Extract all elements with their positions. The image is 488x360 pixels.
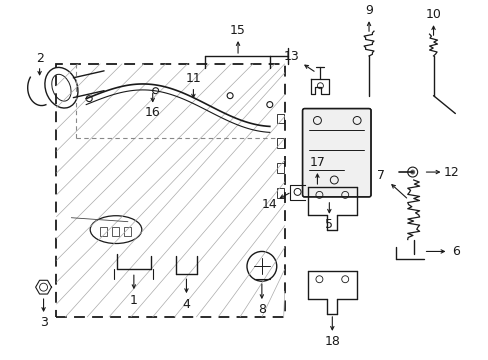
Bar	[276, 163, 283, 173]
Bar	[100, 227, 107, 235]
Text: 18: 18	[324, 335, 340, 348]
Text: 10: 10	[425, 8, 441, 21]
Text: 17: 17	[309, 156, 325, 168]
Text: 7: 7	[376, 168, 384, 181]
Circle shape	[409, 170, 414, 175]
Bar	[276, 188, 283, 198]
FancyBboxPatch shape	[302, 109, 370, 197]
Text: 6: 6	[451, 245, 459, 258]
Bar	[112, 227, 119, 235]
Text: 16: 16	[144, 106, 160, 119]
Text: 3: 3	[40, 316, 47, 329]
Text: 13: 13	[283, 50, 299, 63]
Text: 12: 12	[443, 166, 458, 179]
Text: 5: 5	[325, 218, 333, 231]
Bar	[276, 138, 283, 148]
Text: 9: 9	[365, 4, 372, 17]
Text: 1: 1	[130, 293, 138, 307]
Text: 8: 8	[257, 303, 265, 316]
Text: 14: 14	[262, 198, 277, 211]
Bar	[276, 113, 283, 123]
Text: 2: 2	[36, 53, 43, 66]
Text: 4: 4	[182, 297, 190, 311]
Bar	[56, 64, 284, 317]
Text: 11: 11	[185, 72, 201, 85]
Bar	[123, 227, 131, 235]
Text: 15: 15	[230, 24, 245, 37]
